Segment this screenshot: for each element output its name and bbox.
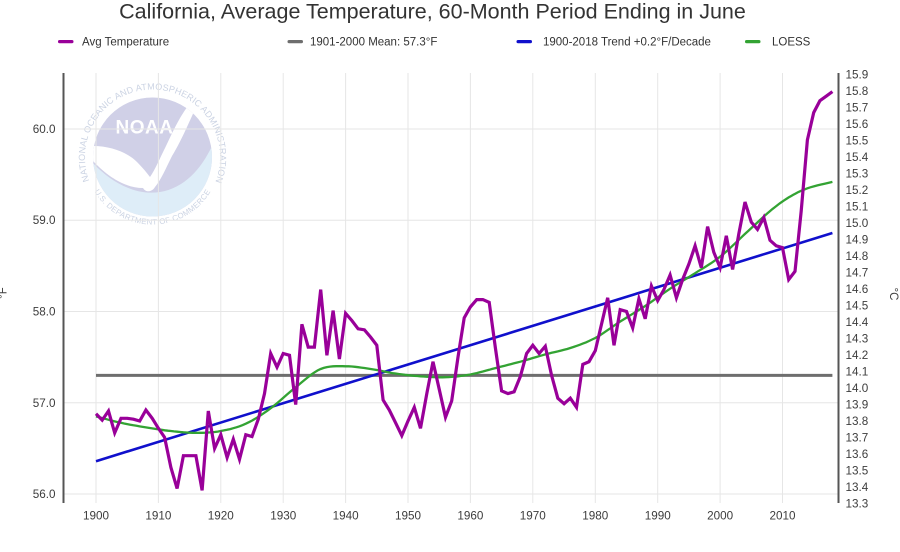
svg-text:15.4: 15.4: [846, 151, 869, 164]
svg-text:1960: 1960: [457, 510, 484, 523]
svg-text:15.1: 15.1: [846, 201, 869, 214]
svg-text:14.3: 14.3: [846, 333, 869, 346]
svg-text:13.7: 13.7: [846, 432, 869, 445]
svg-text:15.3: 15.3: [846, 168, 869, 181]
svg-text:56.0: 56.0: [33, 488, 56, 501]
svg-text:14.5: 14.5: [846, 300, 869, 313]
svg-text:15.7: 15.7: [846, 102, 869, 115]
svg-text:15.5: 15.5: [846, 135, 869, 148]
svg-text:14.9: 14.9: [846, 234, 869, 247]
svg-text:LOESS: LOESS: [772, 37, 811, 49]
svg-text:14.4: 14.4: [846, 316, 869, 329]
svg-text:14.0: 14.0: [846, 382, 869, 395]
svg-text:13.3: 13.3: [846, 498, 869, 511]
svg-text:1980: 1980: [582, 510, 609, 523]
svg-text:1990: 1990: [645, 510, 672, 523]
svg-text:15.6: 15.6: [846, 118, 869, 131]
svg-text:2000: 2000: [707, 510, 734, 523]
svg-text:Avg Temperature: Avg Temperature: [82, 37, 169, 49]
svg-text:1901-2000 Mean: 57.3°F: 1901-2000 Mean: 57.3°F: [310, 37, 437, 49]
svg-text:13.6: 13.6: [846, 448, 869, 461]
svg-text:13.8: 13.8: [846, 415, 869, 428]
svg-text:1970: 1970: [520, 510, 547, 523]
svg-text:14.6: 14.6: [846, 283, 869, 296]
svg-text:15.9: 15.9: [846, 69, 869, 82]
svg-text:1940: 1940: [333, 510, 360, 523]
svg-text:15.2: 15.2: [846, 184, 869, 197]
svg-text:°C: °C: [887, 288, 899, 301]
svg-text:1900: 1900: [83, 510, 110, 523]
svg-text:15.0: 15.0: [846, 217, 869, 230]
svg-text:13.4: 13.4: [846, 481, 869, 494]
svg-text:57.0: 57.0: [33, 397, 56, 410]
svg-text:NOAA: NOAA: [116, 118, 174, 139]
svg-text:14.2: 14.2: [846, 349, 869, 362]
svg-text:14.7: 14.7: [846, 267, 869, 280]
svg-text:60.0: 60.0: [33, 123, 56, 136]
svg-text:1910: 1910: [145, 510, 172, 523]
svg-text:2010: 2010: [769, 510, 796, 523]
svg-text:1930: 1930: [270, 510, 297, 523]
svg-text:14.1: 14.1: [846, 366, 869, 379]
svg-text:13.9: 13.9: [846, 399, 869, 412]
svg-text:°F: °F: [0, 287, 10, 299]
svg-text:14.8: 14.8: [846, 250, 869, 263]
svg-text:1920: 1920: [208, 510, 235, 523]
svg-text:13.5: 13.5: [846, 465, 869, 478]
svg-text:15.8: 15.8: [846, 85, 869, 98]
svg-text:1900-2018 Trend +0.2°F/Decade: 1900-2018 Trend +0.2°F/Decade: [543, 37, 711, 49]
svg-text:58.0: 58.0: [33, 306, 56, 319]
svg-text:1950: 1950: [395, 510, 422, 523]
svg-text:59.0: 59.0: [33, 214, 56, 227]
svg-text:California, Average Temperatur: California, Average Temperature, 60-Mont…: [119, 0, 746, 24]
